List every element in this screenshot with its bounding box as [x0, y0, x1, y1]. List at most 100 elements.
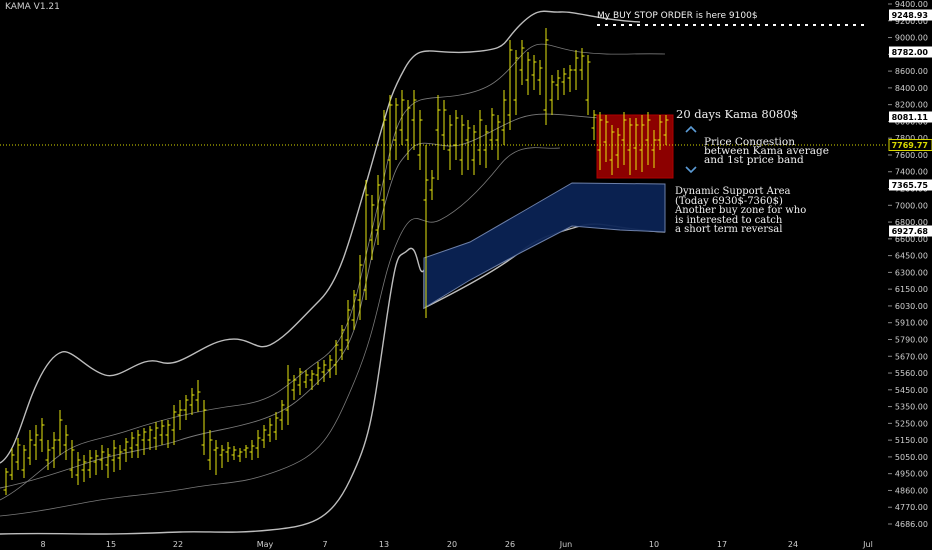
- ohlc-bar: [87, 450, 93, 478]
- price-tick-label: 8200.00: [895, 101, 928, 110]
- price-label-box: [889, 9, 932, 21]
- kama-average-line: [0, 113, 601, 489]
- ohlc-bar: [525, 52, 531, 95]
- ohlc-bar: [567, 65, 573, 92]
- ohlc-bar: [351, 290, 357, 330]
- ohlc-bar: [477, 110, 483, 165]
- ohlc-bar: [51, 432, 57, 468]
- price-tick-label: 8600.00: [895, 67, 928, 76]
- ohlc-bar: [9, 448, 15, 480]
- ohlc-bar: [333, 340, 339, 375]
- congestion-zone: [596, 114, 674, 179]
- price-tick-label: 4950.00: [895, 470, 928, 479]
- ohlc-bar: [165, 420, 171, 448]
- ohlc-bar: [369, 195, 375, 260]
- price-tick-label: 6300.00: [895, 268, 928, 277]
- ohlc-bar: [495, 115, 501, 160]
- ohlc-bar: [177, 400, 183, 430]
- ohlc-bar: [363, 180, 369, 300]
- ohlc-bar: [171, 405, 177, 445]
- ohlc-bar: [225, 442, 231, 462]
- price-label: 6927.68: [892, 227, 929, 236]
- ohlc-bar: [249, 440, 255, 460]
- ohlc-bar: [39, 418, 45, 452]
- buy-stop-note: My BUY STOP ORDER is here 9100$: [597, 11, 758, 21]
- indicator-label: KAMA V1.21: [5, 2, 60, 12]
- ohlc-bar: [489, 108, 495, 150]
- ohlc-bar: [381, 110, 387, 230]
- ohlc-bar: [273, 412, 279, 440]
- price-label-box: [889, 179, 932, 191]
- ohlc-bar: [111, 440, 117, 472]
- congestion-line-1: Price Congestion: [704, 136, 795, 148]
- upper-band: [0, 10, 641, 464]
- ohlc-bar: [357, 255, 363, 320]
- price-tick-label: 5790.00: [895, 335, 928, 344]
- ohlc-bar: [597, 112, 603, 170]
- price-tick-label: 9400.00: [895, 0, 928, 9]
- price-tick-label: 6030.00: [895, 302, 928, 311]
- ohlc-bar: [321, 360, 327, 382]
- ohlc-bar: [627, 118, 633, 175]
- ohlc-bar: [195, 380, 201, 412]
- down-arrow-icon: [685, 166, 697, 174]
- ohlc-bar: [513, 50, 519, 115]
- ohlc-bar: [579, 48, 585, 80]
- ohlc-bar: [135, 430, 141, 458]
- lower-band: [0, 223, 666, 535]
- time-tick-label: Jul: [862, 540, 873, 549]
- ohlc-bar: [309, 370, 315, 390]
- congestion-line-2: between Kama average: [704, 145, 829, 157]
- ohlc-bar: [3, 468, 9, 495]
- price-label: 7365.75: [892, 181, 929, 190]
- ohlc-bar: [507, 40, 513, 130]
- support-line-1: Dynamic Support Area: [675, 186, 791, 197]
- ohlc-bar: [555, 70, 561, 100]
- ohlc-bar: [543, 28, 549, 125]
- ohlc-bar: [141, 428, 147, 455]
- ohlc-bar: [201, 400, 207, 455]
- ohlc-bar: [423, 145, 429, 318]
- price-tick-label: 5450.00: [895, 386, 928, 395]
- ohlc-bar: [315, 362, 321, 385]
- ohlc-bar: [663, 115, 669, 145]
- ohlc-bar: [603, 115, 609, 162]
- ohlc-bar: [375, 175, 381, 245]
- ohlc-bar: [435, 95, 441, 180]
- congestion-note: Price Congestion between Kama average an…: [704, 136, 829, 166]
- price-label-box: [889, 225, 932, 237]
- ohlc-bar: [231, 446, 237, 460]
- congestion-line-3: and 1st price band: [704, 154, 804, 166]
- price-tick-label: 5050.00: [895, 453, 928, 462]
- price-tick-label: 5910.00: [895, 319, 928, 328]
- ohlc-bar: [57, 410, 63, 455]
- support-line-3: Another buy zone for who: [675, 205, 807, 216]
- ohlc-bar: [561, 68, 567, 95]
- ohlc-bar: [645, 112, 651, 165]
- ohlc-bar: [429, 170, 435, 200]
- ohlc-bar: [285, 365, 291, 425]
- price-tick-label: 4860.00: [895, 486, 928, 495]
- arrows: [685, 125, 697, 174]
- ohlc-bar: [237, 448, 243, 462]
- ohlc-bar: [27, 430, 33, 465]
- ohlc-bar: [399, 90, 405, 145]
- ohlc-bar: [297, 368, 303, 395]
- ohlc-bar: [417, 110, 423, 170]
- price-axis[interactable]: 9400.009200.009000.008800.008600.008400.…: [888, 0, 932, 550]
- ohlc-bar: [99, 445, 105, 470]
- ohlc-bar: [639, 115, 645, 172]
- ohlc-bar: [447, 115, 453, 170]
- ohlc-bar: [291, 375, 297, 400]
- time-axis[interactable]: 8 15 22 May 7 13 20 26 Jun 10 17 24 Jul: [0, 537, 888, 550]
- inner-upper-band: [0, 43, 666, 501]
- ohlc-bar: [213, 440, 219, 475]
- price-tick-label: 9200.00: [895, 17, 928, 26]
- price-tick-label: 5670.00: [895, 352, 928, 361]
- ohlc-bar: [255, 430, 261, 458]
- price-tick-label: 7800.00: [895, 134, 928, 143]
- price-tick-label: 6150.00: [895, 285, 928, 294]
- ohlc-bar: [123, 438, 129, 462]
- ohlc-bar: [393, 98, 399, 160]
